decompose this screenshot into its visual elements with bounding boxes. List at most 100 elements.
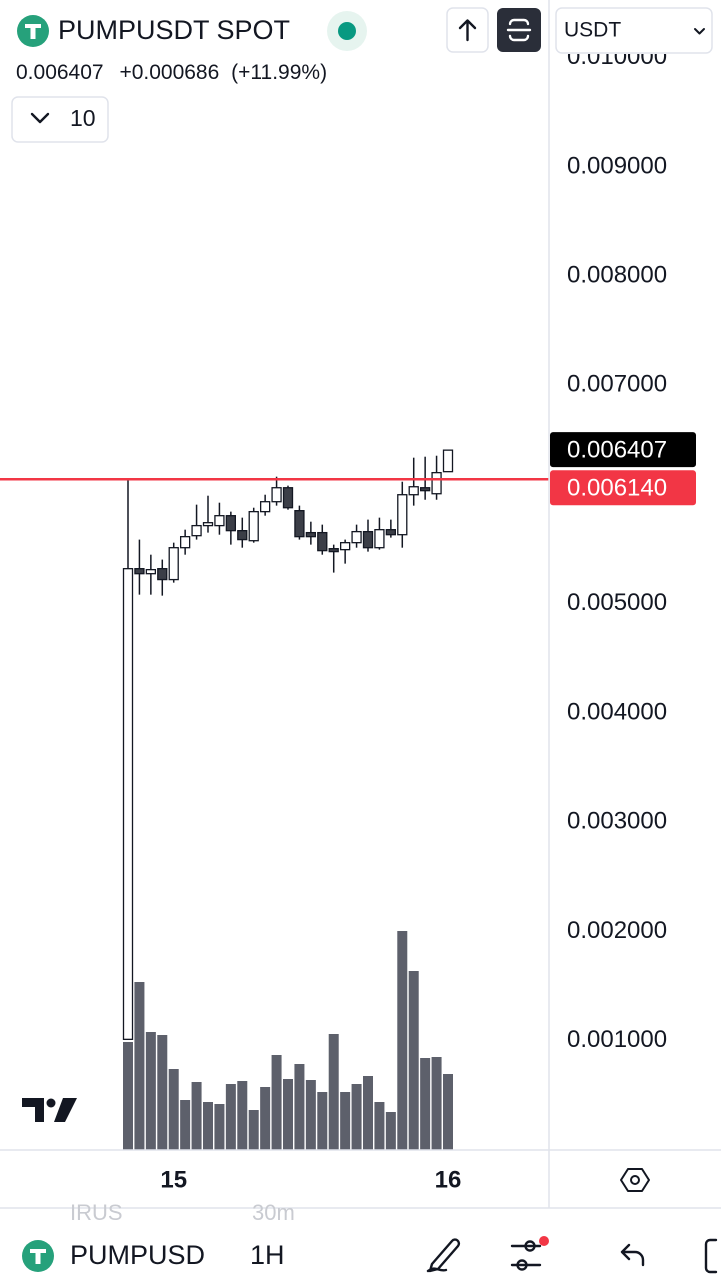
y-tick-label: 0.001000 [567, 1026, 667, 1053]
candle-body [397, 494, 408, 536]
volume-bar [317, 1092, 328, 1150]
volume-bar [363, 1076, 373, 1150]
volume-bar [271, 1055, 282, 1150]
candle-body [408, 486, 419, 496]
candle-body [374, 529, 385, 549]
indicators-knob [524, 1240, 536, 1252]
time-axis: 15 16 [160, 1166, 461, 1193]
symbol-clip: PUMPUSD [70, 1240, 205, 1270]
y-tick-label: 0.009000 [567, 152, 667, 179]
last-price: 0.006407 [16, 61, 104, 84]
indicator-chevron [30, 112, 50, 124]
y-tick-label: 0.003000 [567, 808, 667, 835]
candle-body [385, 529, 397, 536]
settings-icon [620, 1168, 650, 1192]
market-status-dot [338, 22, 356, 40]
candle-body [328, 548, 339, 553]
settings-button[interactable] [620, 1168, 650, 1192]
x-tick-label: 16 [435, 1166, 462, 1193]
volume-bar [145, 1032, 156, 1150]
candle-body [179, 536, 191, 549]
currency-select[interactable] [555, 7, 713, 54]
candle-body [259, 501, 271, 513]
volume-bar [225, 1084, 236, 1150]
y-tick-label: 0.008000 [567, 261, 667, 288]
candle-body [317, 531, 328, 552]
volume-bar [134, 982, 145, 1150]
volume-bar [191, 1082, 202, 1150]
volume-bar [431, 1057, 442, 1150]
volume-bar [397, 931, 408, 1150]
change: +0.000686 [119, 61, 219, 84]
tv-logo-dot [46, 1098, 56, 1108]
settings-icon-center [630, 1175, 640, 1185]
last-price-tag [550, 432, 696, 468]
volume-bar [328, 1034, 339, 1150]
volume-bar [408, 971, 419, 1150]
layout-icon [506, 18, 532, 42]
y-tick-label: 0.005000 [567, 589, 667, 616]
volume-bar [420, 1058, 431, 1150]
volume-bar [305, 1080, 316, 1150]
candle-body [157, 568, 168, 581]
y-tick-label: 0.007000 [567, 371, 667, 398]
candle-body [305, 531, 317, 538]
volume-bar [351, 1084, 362, 1150]
volume-bar [294, 1064, 305, 1150]
candle-body [202, 522, 214, 527]
tv-logo-t [22, 1098, 44, 1122]
toolbar-interval[interactable]: 1H [250, 1240, 285, 1270]
candle-body [442, 449, 454, 473]
coin-logo-mark [25, 24, 41, 39]
price-line-tag [550, 470, 696, 506]
chart-area: 0.001000 0.002000 0.003000 0.004000 0.005000… [0, 43, 696, 1150]
candle-body [134, 568, 145, 575]
candle-body [191, 524, 202, 537]
candle-body [294, 510, 305, 538]
candle-body [122, 568, 134, 1040]
volume-bar [374, 1102, 385, 1150]
header: PUMPUSDT SPOT USDT 0.006407 +0.000686 (+… [11, 7, 713, 143]
bottom-toolbar: IRUS 30m PUMPUSD 1H [0, 1200, 721, 1280]
faded-tab: IRUS [70, 1200, 123, 1225]
y-tick-label: 0.002000 [567, 917, 667, 944]
volume-bar [237, 1081, 248, 1150]
more-icon[interactable] [704, 1238, 718, 1274]
draw-icon[interactable] [426, 1238, 461, 1273]
tv-logo-v [54, 1098, 77, 1122]
undo-icon[interactable] [620, 1243, 645, 1267]
volume-bar [168, 1069, 179, 1150]
notification-dot [539, 1236, 549, 1246]
indicator-count: 10 [70, 105, 96, 131]
candle-body [237, 530, 248, 541]
candle-body [248, 510, 259, 542]
volume-bar [283, 1079, 293, 1150]
symbol-title[interactable]: PUMPUSDT SPOT [58, 15, 290, 45]
volume-bar [443, 1074, 453, 1150]
price-line-label: 0.006140 [567, 475, 667, 502]
x-tick-label: 15 [160, 1166, 187, 1193]
volume-bar [385, 1112, 396, 1150]
volume-bar [248, 1110, 259, 1150]
candle-body [431, 471, 442, 495]
y-tick-label: 0.004000 [567, 698, 667, 725]
faded-tab: 30m [252, 1200, 295, 1225]
candle-body [214, 515, 225, 527]
indicator-toggle[interactable] [11, 96, 109, 143]
toolbar-bg [0, 1209, 721, 1280]
volume-bar [260, 1087, 271, 1150]
candle-body [351, 530, 362, 544]
arrow-icon [458, 19, 477, 42]
currency-label: USDT [564, 19, 621, 42]
candle-body [339, 542, 351, 551]
change-pct: (+11.99%) [231, 61, 327, 84]
volume-bar [123, 1042, 133, 1150]
candle-body [362, 530, 374, 549]
candle-body [419, 487, 431, 492]
candle-body [282, 487, 294, 509]
volume-bar [203, 1102, 213, 1150]
candle-body [168, 547, 179, 581]
toolbar-symbol[interactable]: PUMPUSD [70, 1240, 205, 1270]
